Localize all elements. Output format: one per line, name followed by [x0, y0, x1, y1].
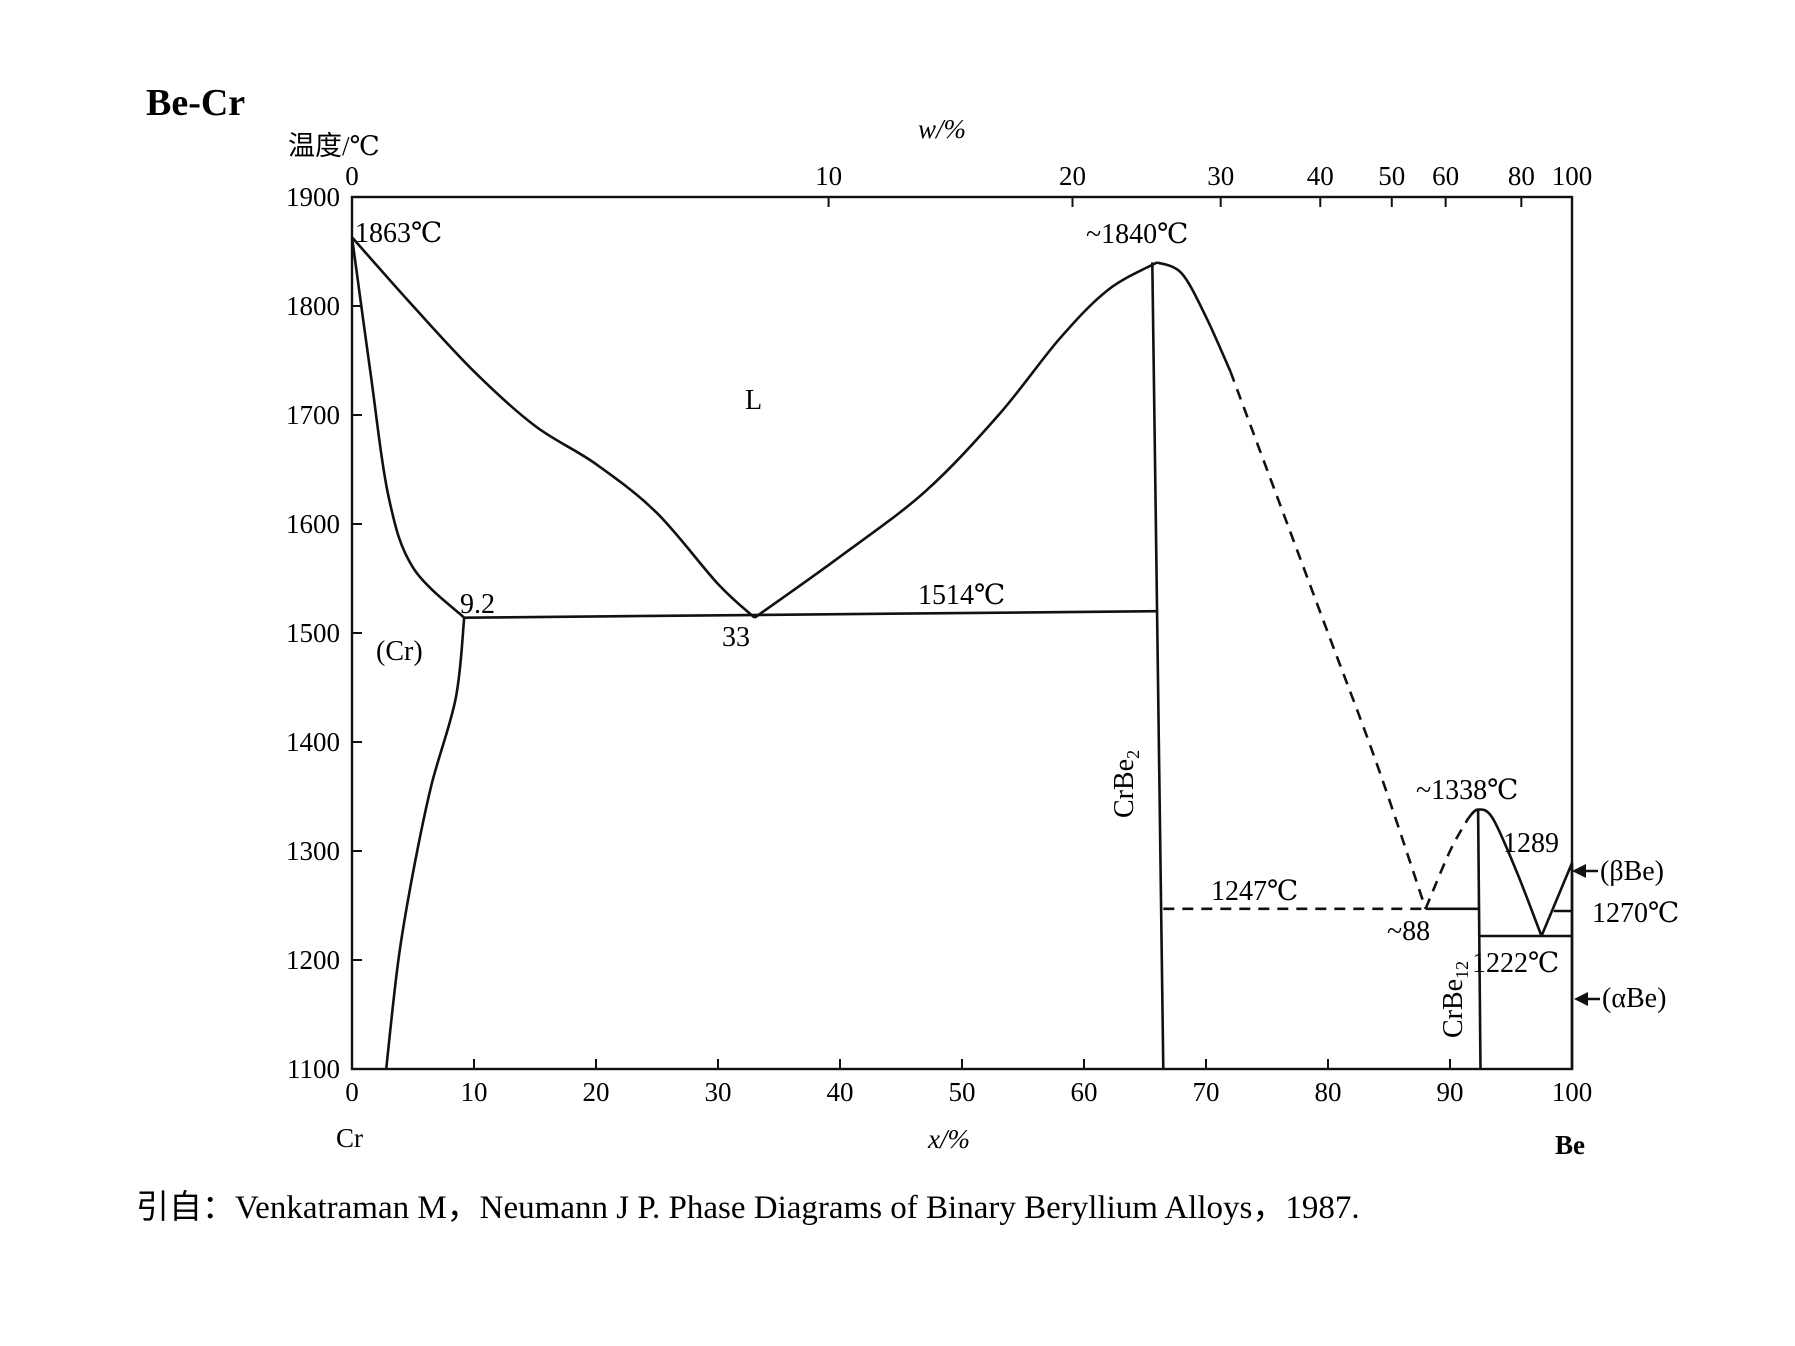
top-tick-label: 50 — [1378, 161, 1405, 191]
crbe2-label: CrBe2 — [1109, 750, 1143, 818]
liquidus-crbe12-top-line — [1467, 808, 1543, 937]
eutectic-right-temp-label: 1222℃ — [1472, 948, 1559, 979]
x-tick-label: 80 — [1315, 1077, 1342, 1107]
crbe12-line-line — [1476, 809, 1482, 1070]
diagram-title: Be-Cr — [146, 82, 245, 124]
y-tick-label: 1900 — [286, 182, 340, 212]
top-tick-label: 60 — [1432, 161, 1459, 191]
citation: 引自：Venkatraman M，Neumann J P. Phase Diag… — [136, 1189, 1360, 1226]
beta-be-arrow — [1572, 864, 1598, 878]
crbe2-line-line — [1151, 262, 1165, 1070]
x-tick-label: 40 — [827, 1077, 854, 1107]
y-tick-label: 1500 — [286, 618, 340, 648]
crbe12-text: CrBe — [1438, 979, 1469, 1038]
liquidus-crbe2-left-line — [753, 261, 1158, 619]
x-tick-label: 50 — [949, 1077, 976, 1107]
liquidus-crbe2-right-dashed-line — [1229, 370, 1427, 910]
liquidus-be-line — [1540, 862, 1574, 937]
cr-melting-label: 1863℃ — [355, 218, 442, 249]
peritectic-comp-label: ~88 — [1387, 916, 1430, 947]
top-axis-label: w/% — [918, 114, 966, 144]
top-tick-label: 10 — [815, 161, 842, 191]
alpha-be-arrow — [1574, 992, 1600, 1006]
solidus-cr-line — [350, 237, 466, 619]
x-tick-label: 60 — [1071, 1077, 1098, 1107]
be-transform-temp-label: 1270℃ — [1592, 898, 1679, 929]
right-element-label: Be — [1555, 1130, 1585, 1160]
x-tick-label: 0 — [345, 1077, 359, 1107]
y-tick-label: 1100 — [287, 1054, 340, 1084]
x-tick-label: 20 — [583, 1077, 610, 1107]
y-tick-label: 1400 — [286, 727, 340, 757]
x-tick-label: 90 — [1437, 1077, 1464, 1107]
top-tick-label: 80 — [1508, 161, 1535, 191]
liquid-region-label: L — [745, 385, 762, 416]
y-tick-label: 1300 — [286, 836, 340, 866]
beta-be-label: (βBe) — [1600, 856, 1664, 887]
y-tick-label: 1800 — [286, 291, 340, 321]
x-tick-label: 100 — [1552, 1077, 1593, 1107]
y-tick-label: 1700 — [286, 400, 340, 430]
cr-solid-solution-label: (Cr) — [376, 636, 423, 667]
bottom-axis-label: x/% — [927, 1124, 970, 1154]
y-tick-label: 1600 — [286, 509, 340, 539]
top-tick-label: 0 — [345, 161, 359, 191]
y-tick-label: 1200 — [286, 945, 340, 975]
x-tick-label: 70 — [1193, 1077, 1220, 1107]
liquidus-crbe2-right-solid-line — [1156, 261, 1232, 372]
phase-boundaries — [350, 236, 1574, 1070]
top-tick-label: 40 — [1307, 161, 1334, 191]
be-beta-temp-label: 1289 — [1503, 828, 1559, 859]
crbe12-label: CrBe12 — [1438, 961, 1472, 1038]
x-tick-label: 30 — [705, 1077, 732, 1107]
eutectic-comp-label: 33 — [722, 622, 750, 653]
liquidus-left-line — [351, 236, 756, 619]
top-tick-label: 20 — [1059, 161, 1086, 191]
alpha-be-label: (αBe) — [1602, 983, 1666, 1014]
top-tick-label: 100 — [1552, 161, 1593, 191]
crbe2-text: CrBe — [1109, 759, 1140, 818]
crbe12-max-label: ~1338℃ — [1416, 775, 1518, 806]
solvus-cr-line — [384, 617, 466, 1070]
eutectic-left-comp-label: 9.2 — [460, 589, 495, 620]
peritectic-temp-label: 1247℃ — [1211, 876, 1298, 907]
eutectic-temp-label: 1514℃ — [918, 580, 1005, 611]
liquidus-crbe12-left-dashed-line — [1424, 817, 1470, 910]
left-element-label: Cr — [336, 1123, 363, 1153]
x-tick-label: 10 — [461, 1077, 488, 1107]
top-tick-label: 30 — [1207, 161, 1234, 191]
crbe2-max-label: ~1840℃ — [1086, 219, 1188, 250]
y-axis-label: 温度/℃ — [288, 131, 380, 161]
crbe12-subscript: 12 — [1452, 961, 1472, 979]
crbe2-subscript: 2 — [1123, 750, 1143, 759]
eutectic-1514-line — [464, 609, 1158, 619]
